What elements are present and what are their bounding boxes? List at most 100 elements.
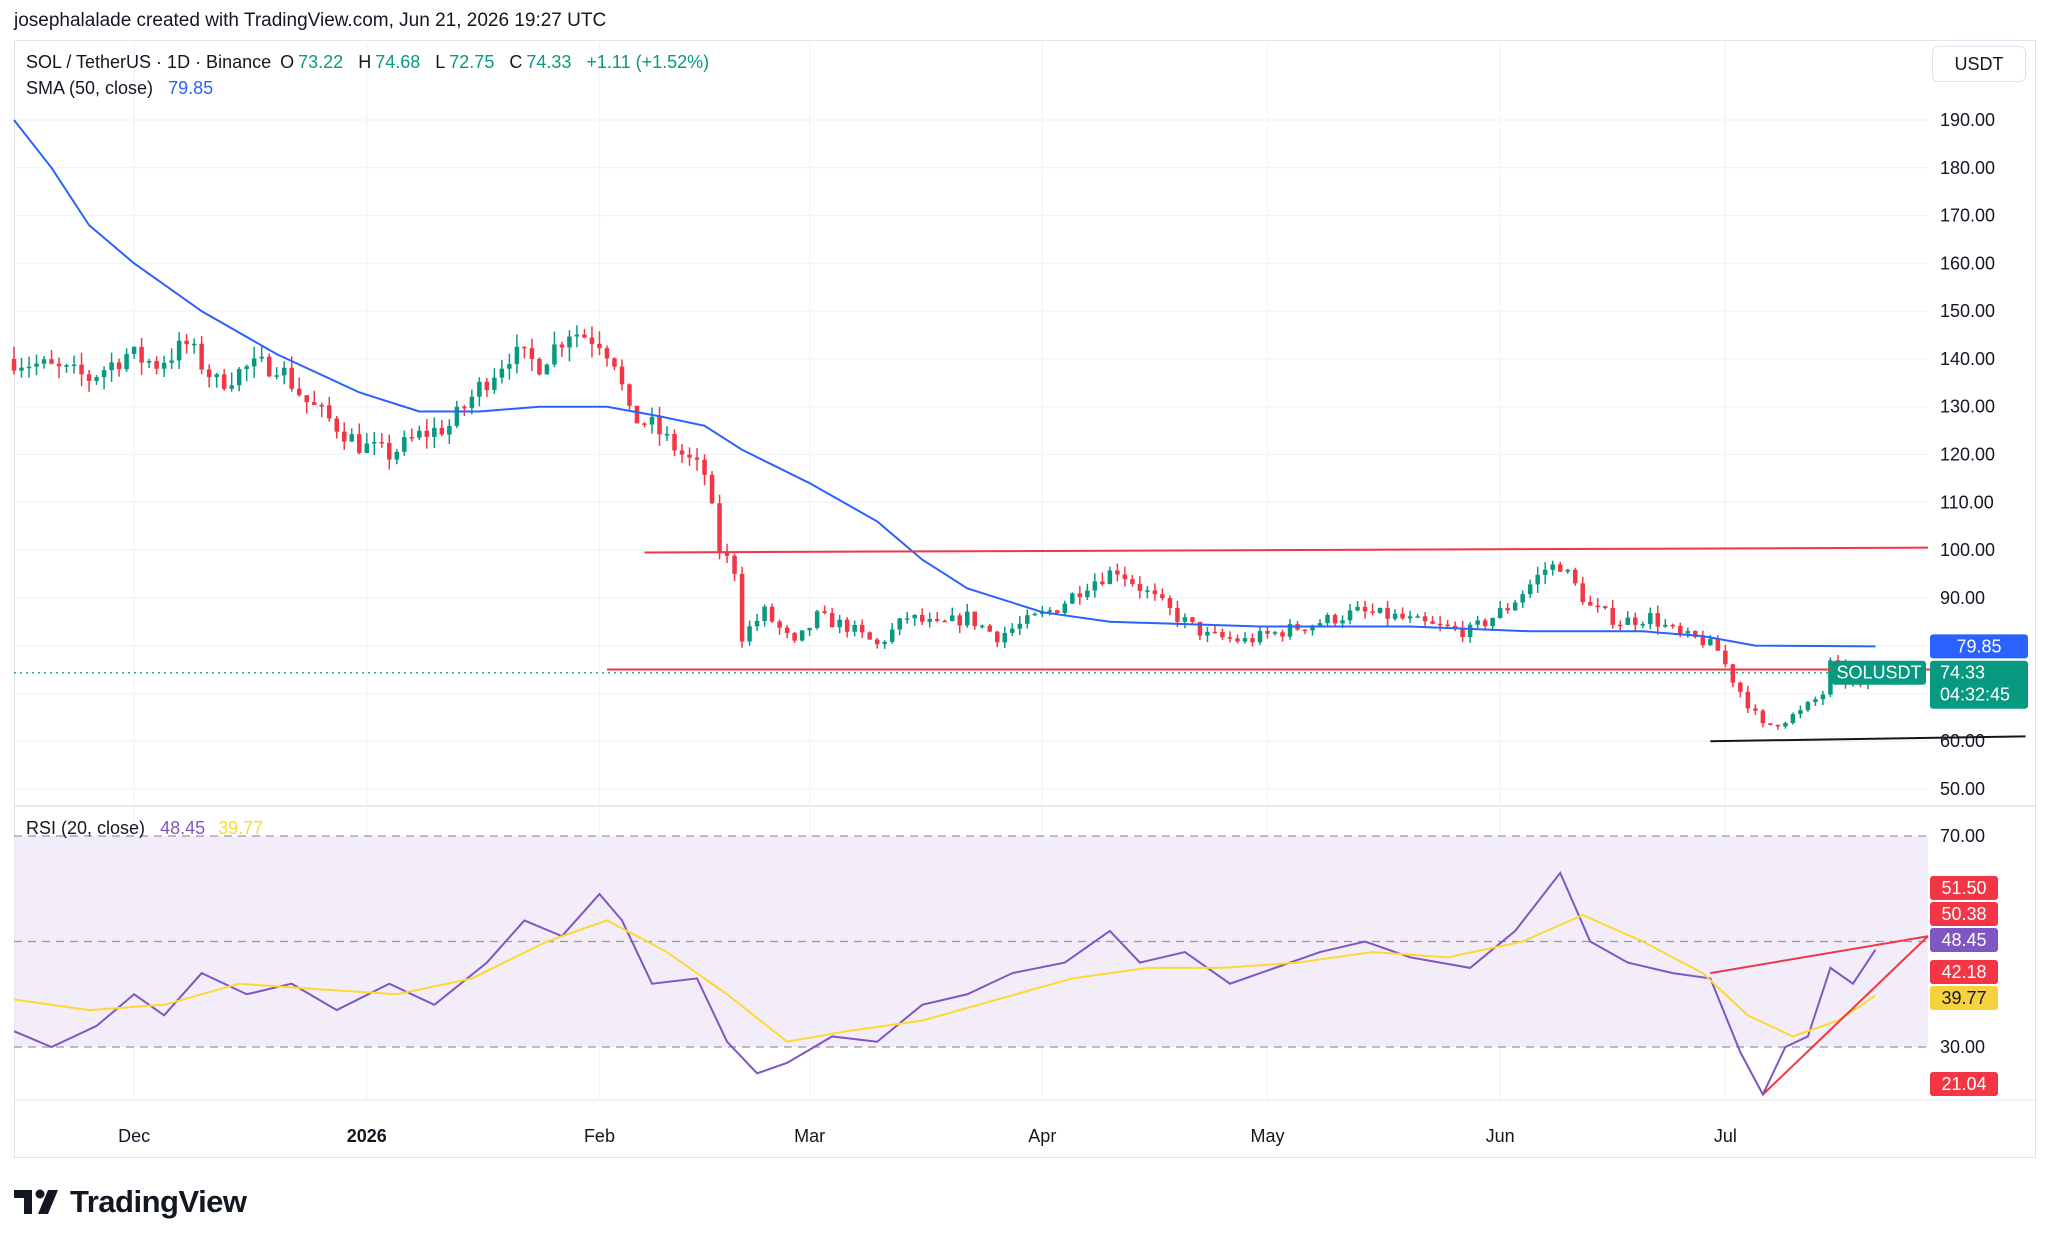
candle [1798, 705, 1803, 719]
candle [702, 454, 707, 486]
candle-body [1325, 614, 1330, 624]
candle [537, 357, 542, 376]
x-tick-label: Mar [794, 1126, 825, 1146]
candle [124, 348, 129, 372]
candle [394, 449, 400, 465]
candle [1550, 560, 1555, 576]
candle [1415, 613, 1420, 618]
candle-body [432, 427, 437, 437]
candle [1287, 619, 1293, 640]
candle [41, 356, 47, 369]
candle [304, 395, 309, 414]
candle-body [184, 340, 189, 345]
candle [567, 330, 572, 362]
candle [544, 363, 550, 375]
candle [1828, 657, 1833, 698]
candle-body [874, 639, 880, 645]
candle-body [229, 385, 234, 389]
candle-body [244, 366, 249, 370]
candle-body [1497, 608, 1503, 618]
candle [799, 630, 805, 642]
symbol-label[interactable]: SOL / TetherUS · 1D · Binance [26, 52, 272, 72]
candle-body [904, 618, 910, 620]
candle-body [897, 618, 902, 630]
low-value: 72.75 [449, 52, 495, 72]
countdown-text: 04:32:45 [1940, 685, 2010, 705]
candle [1437, 615, 1443, 632]
candle-body [949, 615, 955, 622]
candle [927, 612, 932, 628]
candle-body [1512, 602, 1518, 611]
candle-body [724, 552, 730, 556]
tradingview-logo-icon [14, 1189, 58, 1214]
candle-body [259, 356, 264, 359]
candle [214, 372, 219, 388]
candle [1122, 566, 1128, 587]
candle-body [1648, 613, 1653, 625]
candle [1422, 612, 1428, 627]
candle [1475, 615, 1480, 630]
candle [1362, 600, 1368, 619]
candle-body [1415, 616, 1420, 618]
price-tick-label: 130.00 [1940, 397, 1995, 417]
candle-body [822, 611, 827, 613]
candle-body [1640, 624, 1646, 626]
candle [1445, 620, 1450, 628]
candle-body [334, 418, 340, 432]
candle [49, 350, 54, 365]
candle [1100, 572, 1105, 586]
candle [469, 389, 475, 415]
candle-body [934, 618, 940, 621]
candle-body [1820, 694, 1826, 700]
tradingview-logo[interactable]: TradingView [14, 1184, 247, 1220]
rsi-value-badge: 50.38 [1930, 902, 1998, 926]
candle-body [837, 619, 842, 628]
candle-body [1482, 620, 1488, 627]
candle [814, 609, 820, 630]
candle [732, 553, 737, 582]
price-tick-label: 60.00 [1940, 731, 1985, 751]
candle-body [829, 612, 835, 628]
candle [1407, 610, 1413, 624]
high-value: 74.68 [375, 52, 421, 72]
candle-body [1535, 574, 1540, 585]
candle-body [206, 369, 212, 378]
candle-body [251, 358, 257, 367]
candle [995, 630, 1000, 648]
candle-body [1010, 628, 1015, 633]
candle-body [1557, 564, 1563, 572]
candle-body [109, 362, 114, 371]
candle [19, 357, 24, 378]
currency-unit-button[interactable]: USDT [1932, 46, 2026, 82]
x-tick-label: 2026 [347, 1126, 387, 1146]
candle [274, 367, 279, 380]
candle-body [694, 457, 700, 460]
candle-body [304, 395, 309, 403]
candle-body [1092, 581, 1098, 591]
candle [897, 617, 902, 636]
sma-label[interactable]: SMA (50, close) [26, 78, 154, 98]
candle-body [274, 375, 279, 377]
candle-body [882, 641, 887, 645]
candle-body [1437, 623, 1443, 626]
candle [1587, 595, 1593, 606]
chart-frame [14, 40, 2036, 1158]
rsi-label[interactable]: RSI (20, close) [26, 818, 146, 838]
candle [1700, 630, 1706, 648]
candle [1212, 625, 1218, 634]
candle [1557, 561, 1563, 572]
candle-body [1167, 598, 1173, 608]
candle [657, 406, 662, 446]
candle-body [1287, 624, 1293, 637]
candle [837, 614, 842, 634]
candle-body [807, 627, 812, 631]
candle [1265, 626, 1270, 639]
candle-body [777, 621, 782, 628]
candle [154, 356, 159, 375]
candle-body [1340, 620, 1345, 624]
candle [1580, 576, 1585, 605]
open-key: O [280, 52, 295, 72]
candle-body [1077, 593, 1083, 598]
candle-body [1663, 624, 1668, 627]
